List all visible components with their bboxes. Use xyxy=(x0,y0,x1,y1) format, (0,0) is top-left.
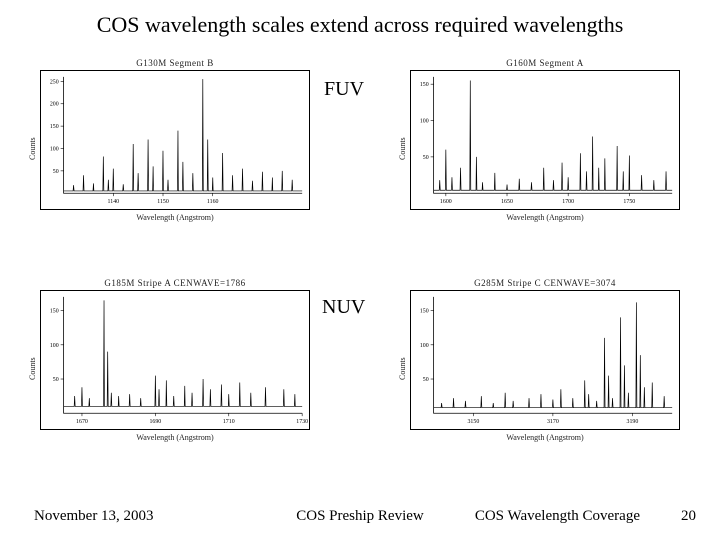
svg-text:1730: 1730 xyxy=(296,419,308,425)
footer-page: 20 xyxy=(681,508,696,525)
svg-text:100: 100 xyxy=(420,343,429,349)
svg-text:1160: 1160 xyxy=(207,199,219,205)
svg-text:1690: 1690 xyxy=(149,419,161,425)
svg-text:150: 150 xyxy=(420,82,429,88)
svg-text:100: 100 xyxy=(50,146,59,152)
nuv-left-svg: 50 100 150 1670 1690 1710 1730 xyxy=(41,291,309,429)
fuv-left-xlabel: Wavelength (Angstrom) xyxy=(40,213,310,222)
svg-text:100: 100 xyxy=(50,343,59,349)
svg-text:250: 250 xyxy=(50,79,59,85)
nuv-label: NUV xyxy=(322,296,365,319)
svg-text:50: 50 xyxy=(423,377,429,383)
svg-text:150: 150 xyxy=(420,309,429,315)
footer: November 13, 2003 COS Preship Review COS… xyxy=(0,508,720,530)
svg-text:50: 50 xyxy=(53,169,59,175)
svg-text:200: 200 xyxy=(50,102,59,108)
fuv-left-chart-title: G130M Segment B xyxy=(40,58,310,68)
svg-text:1140: 1140 xyxy=(108,199,120,205)
nuv-right-xlabel: Wavelength (Angstrom) xyxy=(410,433,680,442)
svg-text:1750: 1750 xyxy=(623,199,635,205)
nuv-right-chart: 50 100 150 3150 3170 3190 xyxy=(410,290,680,430)
footer-right: COS Wavelength Coverage xyxy=(475,508,640,525)
svg-text:150: 150 xyxy=(50,309,59,315)
svg-text:1700: 1700 xyxy=(562,199,574,205)
svg-text:3150: 3150 xyxy=(467,419,479,425)
nuv-left-chart: 50 100 150 1670 1690 1710 1730 xyxy=(40,290,310,430)
nuv-left-chart-title: G185M Stripe A CENWAVE=1786 xyxy=(40,278,310,288)
svg-text:1600: 1600 xyxy=(440,199,452,205)
svg-text:50: 50 xyxy=(423,155,429,161)
svg-text:50: 50 xyxy=(53,377,59,383)
fuv-right-ylabel: Counts xyxy=(398,137,407,160)
svg-text:1710: 1710 xyxy=(223,419,235,425)
svg-text:100: 100 xyxy=(420,119,429,125)
svg-text:1650: 1650 xyxy=(501,199,513,205)
svg-text:3170: 3170 xyxy=(547,419,559,425)
fuv-left-ylabel: Counts xyxy=(28,137,37,160)
fuv-label: FUV xyxy=(324,78,364,101)
svg-text:1670: 1670 xyxy=(76,419,88,425)
fuv-left-svg: 50 100 150 200 250 1140 1150 1160 xyxy=(41,71,309,209)
nuv-right-chart-title: G285M Stripe C CENWAVE=3074 xyxy=(410,278,680,288)
fuv-right-chart-title: G160M Segment A xyxy=(410,58,680,68)
page: COS wavelength scales extend across requ… xyxy=(0,0,720,540)
nuv-right-ylabel: Counts xyxy=(398,357,407,380)
nuv-left-ylabel: Counts xyxy=(28,357,37,380)
nuv-left-xlabel: Wavelength (Angstrom) xyxy=(40,433,310,442)
fuv-right-chart: 50 100 150 1600 1650 1700 1750 xyxy=(410,70,680,210)
svg-text:1150: 1150 xyxy=(157,199,169,205)
page-title: COS wavelength scales extend across requ… xyxy=(0,12,720,38)
svg-text:150: 150 xyxy=(50,124,59,130)
svg-text:3190: 3190 xyxy=(626,419,638,425)
fuv-left-chart: 50 100 150 200 250 1140 1150 1160 xyxy=(40,70,310,210)
fuv-right-xlabel: Wavelength (Angstrom) xyxy=(410,213,680,222)
fuv-right-svg: 50 100 150 1600 1650 1700 1750 xyxy=(411,71,679,209)
nuv-right-svg: 50 100 150 3150 3170 3190 xyxy=(411,291,679,429)
